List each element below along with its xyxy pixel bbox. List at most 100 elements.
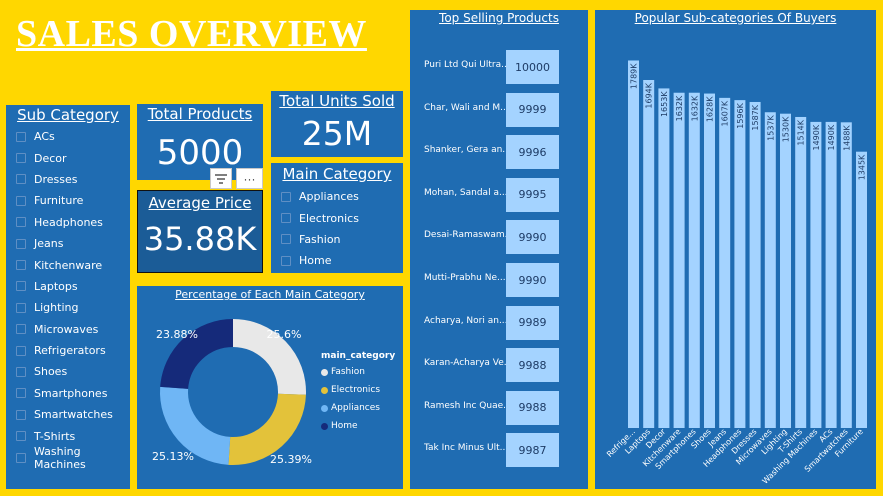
bar-jeans[interactable] — [719, 97, 731, 428]
product-name: Karan-Acharya Ve... — [424, 358, 513, 369]
bar-smartphones[interactable] — [688, 92, 700, 428]
legend-item-home[interactable]: Home — [321, 417, 395, 435]
bar-data-label: 1628K — [706, 96, 715, 122]
top-selling-row[interactable]: Mutti-Prabhu Ne... 9990 — [410, 263, 590, 297]
checkbox[interactable] — [16, 174, 26, 185]
checkbox[interactable] — [16, 195, 26, 206]
bar-microwaves[interactable] — [764, 112, 776, 429]
sub-category-list: ACs Decor Dresses Furniture Headphones Jeans K… — [16, 126, 130, 471]
sub-category-item-headphones[interactable]: Headphones — [16, 212, 130, 233]
average-price-card: Average Price 35.88K — [137, 190, 263, 273]
top-selling-row[interactable]: Acharya, Nori an... 9989 — [410, 305, 590, 340]
checkbox[interactable] — [16, 238, 26, 249]
bar-acs[interactable] — [825, 121, 837, 429]
bar-lighting[interactable] — [780, 113, 791, 428]
legend-dot-home — [321, 422, 328, 430]
sub-category-item-label: Decor — [34, 151, 67, 165]
checkbox[interactable] — [16, 260, 26, 271]
donut-slice-appliances[interactable] — [160, 386, 231, 465]
product-units-value: 10000 — [506, 50, 559, 84]
checkbox[interactable] — [281, 213, 291, 224]
top-selling-row[interactable]: Mohan, Sandal a... 9995 — [410, 177, 590, 212]
checkbox[interactable] — [16, 452, 26, 463]
sub-category-item-smartwatches[interactable]: Smartwatches — [16, 404, 130, 425]
checkbox[interactable] — [16, 131, 26, 142]
sub-category-item-furniture[interactable]: Furniture — [16, 190, 130, 211]
top-selling-row[interactable]: Shanker, Gera an... 9996 — [410, 135, 590, 170]
checkbox[interactable] — [16, 345, 26, 356]
top-selling-row[interactable]: Ramesh Inc Quae... 9988 — [410, 390, 590, 425]
bar-shoes[interactable] — [704, 93, 715, 428]
filter-icon-button[interactable] — [210, 168, 232, 189]
legend-item-fashion[interactable]: Fashion — [321, 363, 395, 381]
checkbox[interactable] — [16, 388, 26, 399]
top-selling-row[interactable]: Tak Inc Minus Ult... 9987 — [410, 433, 590, 468]
sub-category-item-smartphones[interactable]: Smartphones — [16, 383, 130, 404]
bar-refrige-[interactable] — [628, 60, 639, 428]
bar-smartwatches[interactable] — [840, 122, 852, 428]
checkbox[interactable] — [16, 431, 26, 442]
donut-slice-fashion[interactable] — [232, 319, 306, 395]
sub-category-item-jeans[interactable]: Jeans — [16, 233, 130, 254]
checkbox[interactable] — [281, 191, 291, 202]
product-units-value: 9988 — [506, 390, 559, 425]
average-price-title: Average Price — [148, 194, 252, 212]
sub-category-item-lighting[interactable]: Lighting — [16, 297, 130, 318]
page-title: SALES OVERVIEW — [16, 13, 367, 55]
product-name: Acharya, Nori an... — [424, 315, 508, 326]
main-category-item-electronics[interactable]: Electronics — [281, 207, 359, 228]
bar-data-label: 1587K — [751, 104, 760, 130]
legend-item-appliances[interactable]: Appliances — [321, 399, 395, 417]
bar-data-label: 1530K — [782, 116, 791, 142]
top-selling-row[interactable]: Char, Wali and M... 9999 — [410, 92, 590, 127]
sub-category-item-t-shirts[interactable]: T-Shirts — [16, 425, 130, 446]
checkbox[interactable] — [16, 409, 26, 420]
sub-category-item-kitchenware[interactable]: Kitchenware — [16, 254, 130, 275]
legend-item-electronics[interactable]: Electronics — [321, 381, 395, 399]
sub-category-item-refrigerators[interactable]: Refrigerators — [16, 340, 130, 361]
checkbox[interactable] — [281, 234, 291, 245]
sub-category-item-laptops[interactable]: Laptops — [16, 276, 130, 297]
checkbox[interactable] — [16, 366, 26, 377]
donut-slice-electronics[interactable] — [228, 393, 306, 465]
main-category-item-home[interactable]: Home — [281, 250, 359, 271]
bar-t-shirts[interactable] — [795, 116, 807, 428]
sub-category-item-label: ACs — [34, 130, 55, 144]
main-category-item-fashion[interactable]: Fashion — [281, 229, 359, 250]
donut-chart-panel: Percentage of Each Main Category 25.6% 25… — [137, 286, 403, 489]
bar-data-label: 1694K — [645, 82, 654, 108]
sub-category-item-microwaves[interactable]: Microwaves — [16, 319, 130, 340]
checkbox[interactable] — [16, 153, 26, 164]
bar-data-label: 1632K — [675, 95, 684, 121]
sub-category-item-decor[interactable]: Decor — [16, 147, 130, 168]
checkbox[interactable] — [16, 281, 26, 292]
main-category-item-label: Appliances — [299, 190, 359, 204]
more-options-icon: ··· — [243, 171, 256, 186]
legend-dot-electronics — [321, 386, 328, 394]
legend-dot-appliances — [321, 404, 328, 412]
bar-data-label: 1514K — [797, 119, 806, 145]
top-selling-row[interactable]: Karan-Acharya Ve... 9988 — [410, 348, 590, 383]
bar-dresses[interactable] — [749, 101, 761, 428]
main-category-item-appliances[interactable]: Appliances — [281, 186, 359, 207]
bar-kitchenware[interactable] — [673, 92, 685, 428]
donut-slice-home[interactable] — [160, 319, 234, 390]
top-selling-row[interactable]: Puri Ltd Qui Ultra... 10000 — [410, 50, 590, 84]
checkbox[interactable] — [16, 324, 26, 335]
checkbox[interactable] — [281, 255, 291, 266]
bar-washing-machines[interactable] — [810, 121, 822, 429]
checkbox[interactable] — [16, 217, 26, 228]
checkbox[interactable] — [16, 302, 26, 313]
top-selling-row[interactable]: Desai-Ramaswam... 9990 — [410, 220, 590, 255]
bar-furniture[interactable] — [856, 151, 867, 428]
sub-category-item-shoes[interactable]: Shoes — [16, 361, 130, 382]
sub-category-title: Sub Category — [17, 106, 119, 124]
more-options-button[interactable]: ··· — [236, 168, 263, 189]
bar-laptops[interactable] — [643, 79, 655, 429]
sub-category-item-washing-machines[interactable]: Washing Machines — [16, 445, 130, 471]
sub-category-item-dresses[interactable]: Dresses — [16, 169, 130, 190]
bar-decor[interactable] — [658, 88, 670, 428]
bar-data-label: 1488K — [842, 125, 851, 151]
bar-headphones[interactable] — [734, 100, 746, 428]
sub-category-item-acs[interactable]: ACs — [16, 126, 130, 147]
